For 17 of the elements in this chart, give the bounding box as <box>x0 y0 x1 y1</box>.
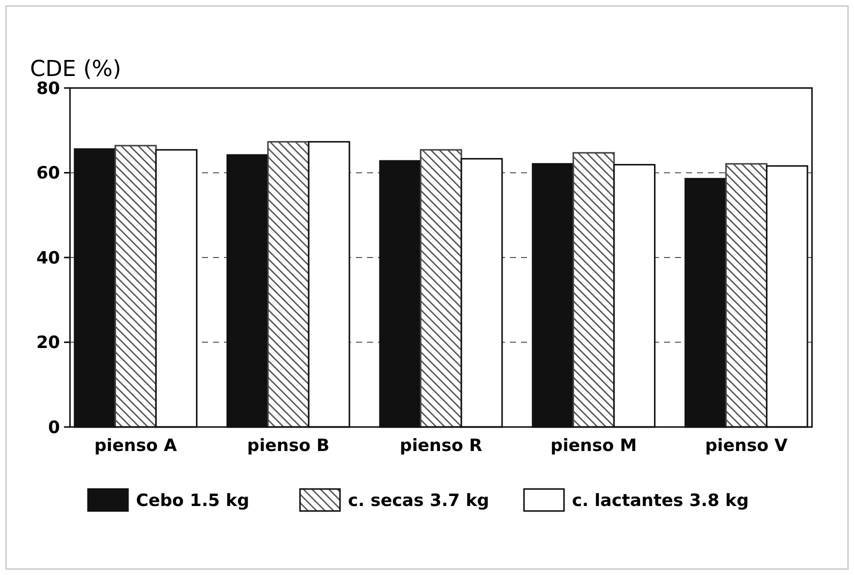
bar <box>725 163 768 428</box>
legend-label: Cebo 1.5 kg <box>136 490 250 511</box>
x-tick-label: pienso V <box>705 436 788 456</box>
bar <box>572 152 615 428</box>
y-tick-label: 0 <box>48 418 60 438</box>
x-tick-label: pienso A <box>94 436 178 456</box>
bar <box>114 144 157 428</box>
legend-label: c. lactantes 3.8 kg <box>572 490 749 511</box>
legend-label: c. secas 3.7 kg <box>348 490 490 511</box>
x-tick-label: pienso R <box>400 436 482 456</box>
y-tick-label: 20 <box>36 333 60 354</box>
bar <box>420 149 462 428</box>
x-tick-label: pienso M <box>550 436 637 456</box>
y-tick-label: 60 <box>36 164 60 184</box>
x-tick-label: pienso B <box>247 436 330 456</box>
y-tick-label: 40 <box>36 248 60 268</box>
bar <box>267 141 310 428</box>
